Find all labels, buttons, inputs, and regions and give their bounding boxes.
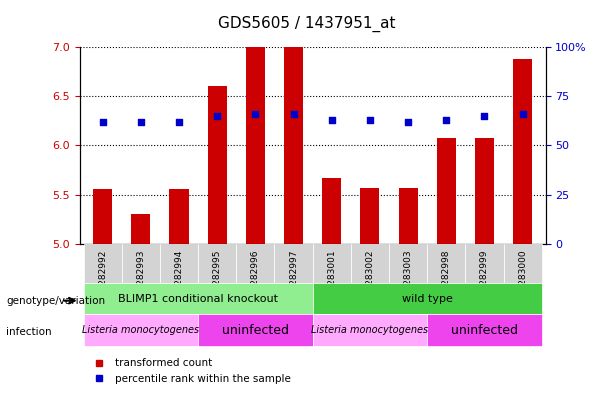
Point (403, 119, 413, 125)
Text: GSM1283002: GSM1283002 (365, 250, 375, 310)
FancyBboxPatch shape (389, 244, 427, 283)
Text: GSM1282993: GSM1282993 (136, 250, 145, 310)
Text: GDS5605 / 1437951_at: GDS5605 / 1437951_at (218, 16, 395, 32)
Bar (284, 47, 303, 244)
Bar (436, 138, 456, 244)
Text: GSM1282996: GSM1282996 (251, 250, 260, 310)
Point (479, 113, 489, 119)
Point (212, 113, 222, 119)
Point (518, 111, 528, 117)
Point (441, 117, 451, 123)
FancyBboxPatch shape (275, 244, 313, 283)
FancyBboxPatch shape (313, 283, 542, 314)
FancyBboxPatch shape (313, 244, 351, 283)
FancyBboxPatch shape (83, 314, 198, 346)
Bar (169, 189, 189, 244)
Bar (131, 214, 150, 244)
FancyBboxPatch shape (427, 244, 465, 283)
Text: GSM1282998: GSM1282998 (442, 250, 451, 310)
FancyBboxPatch shape (122, 244, 160, 283)
FancyBboxPatch shape (427, 314, 542, 346)
FancyBboxPatch shape (83, 283, 313, 314)
Text: GSM1283003: GSM1283003 (403, 250, 413, 310)
Point (97, 119, 107, 125)
FancyBboxPatch shape (351, 244, 389, 283)
Bar (513, 59, 532, 244)
Bar (398, 187, 417, 244)
Text: GSM1282999: GSM1282999 (480, 250, 489, 310)
Point (136, 119, 146, 125)
Text: GSM1282992: GSM1282992 (98, 250, 107, 310)
Point (174, 119, 184, 125)
FancyBboxPatch shape (83, 244, 122, 283)
Text: BLIMP1 conditional knockout: BLIMP1 conditional knockout (118, 294, 278, 304)
Text: Listeria monocytogenes: Listeria monocytogenes (82, 325, 199, 335)
Text: GSM1282995: GSM1282995 (213, 250, 222, 310)
Text: GSM1282997: GSM1282997 (289, 250, 298, 310)
FancyBboxPatch shape (465, 244, 503, 283)
Text: wild type: wild type (402, 294, 452, 304)
Bar (246, 47, 265, 244)
Point (289, 111, 299, 117)
Text: GSM1282994: GSM1282994 (175, 250, 183, 310)
Text: Listeria monocytogenes: Listeria monocytogenes (311, 325, 428, 335)
Text: uninfected: uninfected (451, 323, 518, 337)
FancyBboxPatch shape (313, 314, 427, 346)
Point (365, 117, 375, 123)
FancyBboxPatch shape (160, 244, 198, 283)
Bar (475, 138, 494, 244)
Bar (360, 187, 379, 244)
Bar (322, 178, 341, 244)
Text: infection: infection (6, 327, 51, 337)
Point (327, 117, 337, 123)
Legend: transformed count, percentile rank within the sample: transformed count, percentile rank withi… (85, 354, 295, 388)
Point (251, 111, 261, 117)
FancyBboxPatch shape (198, 244, 236, 283)
Bar (208, 86, 227, 244)
Text: genotype/variation: genotype/variation (6, 296, 105, 306)
FancyBboxPatch shape (236, 244, 275, 283)
FancyBboxPatch shape (503, 244, 542, 283)
Bar (93, 189, 112, 244)
FancyBboxPatch shape (198, 314, 313, 346)
Text: uninfected: uninfected (222, 323, 289, 337)
Text: GSM1283000: GSM1283000 (518, 250, 527, 310)
Text: GSM1283001: GSM1283001 (327, 250, 336, 310)
